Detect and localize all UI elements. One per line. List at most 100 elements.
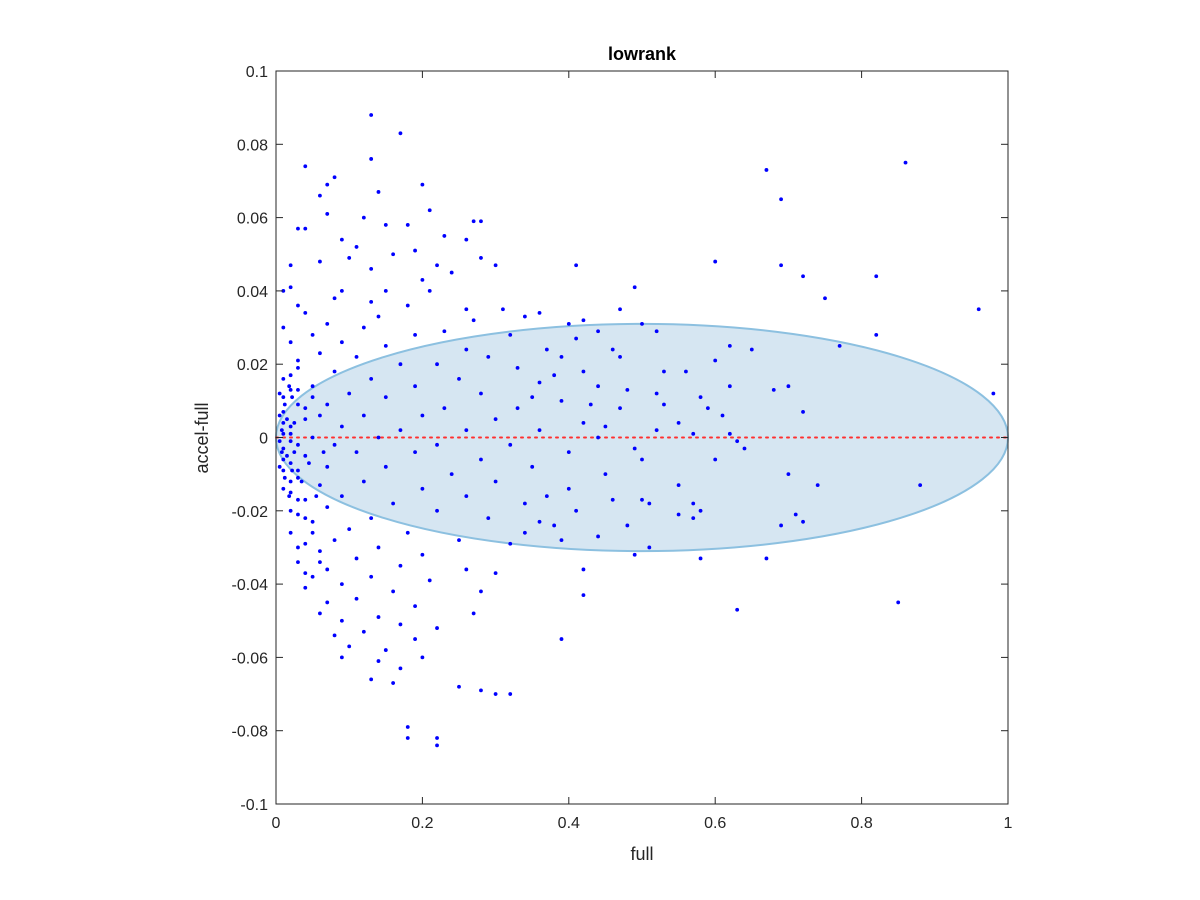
data-point [581, 318, 586, 323]
data-point [281, 431, 286, 436]
data-point [325, 321, 330, 326]
data-point [581, 420, 586, 425]
data-point [288, 490, 293, 495]
data-point [347, 256, 352, 260]
data-point [559, 538, 564, 543]
data-point [537, 428, 542, 433]
data-point [405, 725, 410, 729]
data-point [303, 406, 308, 411]
data-point [632, 446, 637, 451]
data-point [654, 391, 659, 396]
data-point [318, 483, 322, 488]
y-tick-label: 0.06 [237, 211, 268, 228]
data-point [515, 406, 520, 411]
data-point [493, 692, 498, 696]
data-point [625, 387, 630, 392]
data-point [566, 321, 571, 326]
data-point [303, 571, 308, 576]
data-point [976, 307, 981, 312]
data-point [361, 413, 366, 418]
data-point [713, 358, 718, 363]
data-point [749, 347, 754, 352]
data-point [288, 263, 293, 268]
data-point [281, 376, 286, 381]
data-point [354, 596, 359, 601]
data-point [288, 461, 293, 466]
data-point [603, 424, 608, 429]
data-point [339, 494, 344, 499]
data-point [610, 497, 615, 502]
data-point [618, 307, 622, 312]
data-point [815, 483, 820, 488]
data-point [420, 182, 425, 187]
data-point [303, 164, 308, 169]
data-point [479, 688, 483, 693]
data-point [457, 376, 461, 381]
data-point [537, 519, 542, 524]
data-point [282, 475, 287, 480]
data-point [420, 655, 425, 660]
data-point [376, 659, 381, 663]
data-point [398, 131, 403, 136]
y-tick-label: -0.08 [232, 724, 269, 741]
data-point [720, 413, 725, 418]
data-point [420, 486, 425, 491]
data-point [376, 615, 381, 619]
data-point [435, 362, 439, 367]
data-point [493, 571, 498, 576]
data-point [442, 329, 447, 334]
data-point [279, 428, 284, 433]
data-point [307, 461, 311, 466]
data-point [303, 541, 308, 546]
data-point [647, 545, 652, 550]
data-point [662, 369, 666, 374]
data-point [277, 439, 282, 444]
data-point [318, 259, 322, 264]
data-point [369, 516, 374, 521]
data-point [383, 464, 388, 469]
data-point [405, 530, 410, 535]
data-point [464, 347, 469, 352]
data-point [361, 215, 366, 220]
data-point [654, 428, 659, 433]
y-tick-label: -0.1 [240, 797, 268, 814]
data-point [464, 428, 469, 433]
data-point [727, 384, 732, 389]
data-point [332, 175, 337, 180]
data-point [991, 391, 996, 396]
data-point [522, 501, 527, 506]
data-point [391, 501, 396, 506]
x-axis-label: full [630, 844, 653, 864]
data-point [544, 347, 549, 352]
data-point [332, 538, 337, 543]
data-point [727, 343, 732, 348]
data-point [281, 457, 286, 462]
data-point [676, 483, 681, 488]
data-point [530, 395, 535, 400]
data-point [347, 644, 352, 649]
data-point [339, 237, 344, 242]
data-point [369, 574, 374, 579]
data-point [277, 413, 282, 418]
y-tick-label: 0.02 [237, 357, 268, 374]
data-point [640, 457, 644, 462]
data-point [779, 263, 783, 268]
data-point [457, 538, 461, 543]
data-point [279, 450, 284, 455]
data-point [310, 530, 315, 535]
data-point [618, 354, 622, 359]
data-point [449, 270, 454, 275]
data-point [281, 420, 286, 425]
data-point [405, 736, 410, 740]
data-point [442, 406, 447, 411]
data-point [413, 604, 417, 608]
data-point [288, 373, 293, 378]
data-point [691, 516, 696, 521]
data-point [574, 336, 579, 341]
data-point [705, 406, 710, 411]
data-point [391, 252, 396, 257]
data-point [684, 369, 688, 374]
data-point [339, 424, 344, 429]
data-point [287, 494, 292, 499]
